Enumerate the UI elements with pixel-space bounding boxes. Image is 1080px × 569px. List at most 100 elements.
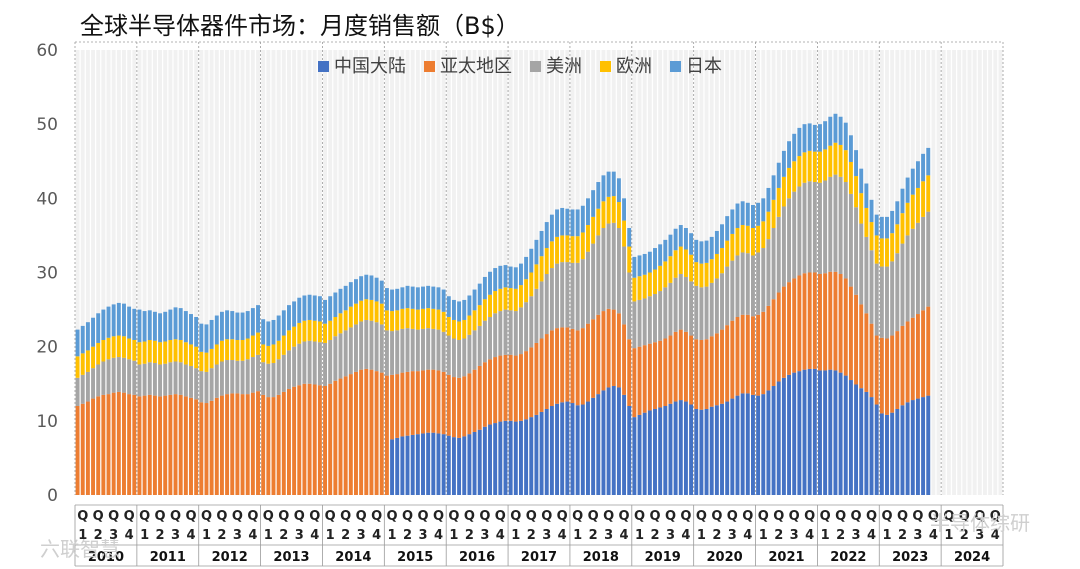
bar-segment	[714, 253, 719, 279]
watermarks: 六联智慧 半导体综研	[40, 511, 1030, 561]
bar-segment	[596, 208, 601, 236]
bar-segment	[127, 359, 132, 395]
bar-segment	[168, 309, 173, 340]
bar-segment	[519, 420, 523, 495]
bar-segment	[725, 266, 730, 326]
bar-segment	[137, 342, 142, 365]
bar-segment	[168, 339, 173, 363]
quarter-number-label: 3	[604, 528, 613, 543]
bar-segment	[348, 282, 353, 307]
bar-segment	[900, 405, 905, 495]
bar-segment	[436, 433, 441, 495]
bar-segment	[281, 335, 286, 355]
bar-segment	[529, 248, 534, 273]
bar-segment	[781, 206, 786, 287]
bar-segment	[751, 394, 755, 496]
year-label: 2023	[892, 550, 928, 565]
bar-segment	[91, 398, 96, 495]
bar-segment	[601, 228, 606, 312]
quarter-number-label: 2	[341, 528, 350, 543]
bar-segment	[668, 282, 673, 336]
month-stripe	[374, 50, 379, 495]
bar-segment	[900, 325, 905, 406]
bar-segment	[663, 261, 668, 288]
quarter-prefix-label: Q	[155, 509, 166, 524]
quarter-number-label: 1	[759, 528, 768, 543]
bar-segment	[709, 259, 714, 283]
bar-segment	[647, 296, 652, 344]
month-stripe	[446, 50, 451, 495]
bar-segment	[374, 277, 379, 302]
bar-segment	[622, 220, 627, 247]
bar-segment	[426, 369, 431, 433]
bar-segment	[488, 359, 492, 425]
bar-segment	[508, 266, 513, 289]
bar-segment	[493, 291, 498, 314]
bar-segment	[482, 320, 487, 363]
bar-segment	[132, 360, 137, 395]
month-stripe	[472, 50, 477, 495]
bar-segment	[441, 371, 446, 435]
bar-segment	[802, 152, 807, 183]
bar-segment	[245, 311, 250, 339]
bar-segment	[771, 385, 776, 495]
bar-segment	[477, 305, 482, 326]
bar-segment	[132, 308, 137, 340]
quarter-number-label: 1	[326, 528, 335, 543]
bar-segment	[879, 337, 884, 414]
bar-segment	[725, 401, 730, 495]
quarter-prefix-label: Q	[247, 509, 258, 524]
bar-segment	[678, 225, 683, 247]
bar-segment	[338, 288, 343, 314]
quarter-number-label: 4	[743, 528, 752, 543]
bar-segment	[101, 394, 106, 496]
bar-segment	[766, 390, 771, 495]
bar-segment	[766, 305, 771, 391]
bar-segment	[756, 395, 761, 495]
bar-segment	[905, 177, 910, 203]
quarter-number-label: 2	[279, 528, 288, 543]
bar-segment	[647, 410, 652, 495]
bar-segment	[302, 341, 307, 384]
bar-segment	[111, 357, 116, 393]
quarter-number-label: 2	[960, 528, 969, 543]
bar-segment	[163, 363, 168, 396]
quarter-prefix-label: Q	[619, 509, 630, 524]
bar-segment	[199, 371, 204, 403]
bar-segment	[575, 209, 580, 237]
bar-segment	[508, 420, 513, 495]
bar-segment	[312, 295, 317, 321]
bar-segment	[910, 228, 915, 318]
bar-segment	[560, 207, 565, 236]
bar-segment	[740, 201, 745, 226]
bar-segment	[467, 334, 472, 374]
bar-segment	[771, 299, 776, 386]
bar-segment	[101, 361, 106, 395]
bar-segment	[699, 241, 704, 264]
bar-segment	[400, 328, 405, 373]
bar-segment	[436, 309, 441, 330]
bar-segment	[905, 202, 910, 236]
bar-segment	[312, 341, 317, 385]
quarter-number-label: 3	[975, 528, 984, 543]
quarter-number-label: 3	[852, 528, 861, 543]
bar-segment	[178, 394, 183, 496]
bar-segment	[101, 339, 106, 362]
quarter-prefix-label: Q	[356, 509, 367, 524]
bar-segment	[230, 311, 235, 340]
bar-segment	[250, 335, 255, 358]
quarter-number-label: 2	[836, 528, 845, 543]
bar-segment	[761, 311, 766, 395]
bar-segment	[807, 181, 812, 273]
bar-segment	[823, 180, 828, 274]
quarter-prefix-label: Q	[912, 509, 923, 524]
month-stripe	[307, 50, 312, 495]
bar-segment	[204, 371, 209, 404]
bar-segment	[85, 322, 90, 351]
month-stripe	[405, 50, 410, 495]
bar-segment	[580, 328, 585, 405]
bar-segment	[859, 193, 864, 224]
bar-segment	[828, 369, 833, 495]
bar-segment	[287, 330, 291, 351]
bar-segment	[467, 434, 472, 495]
